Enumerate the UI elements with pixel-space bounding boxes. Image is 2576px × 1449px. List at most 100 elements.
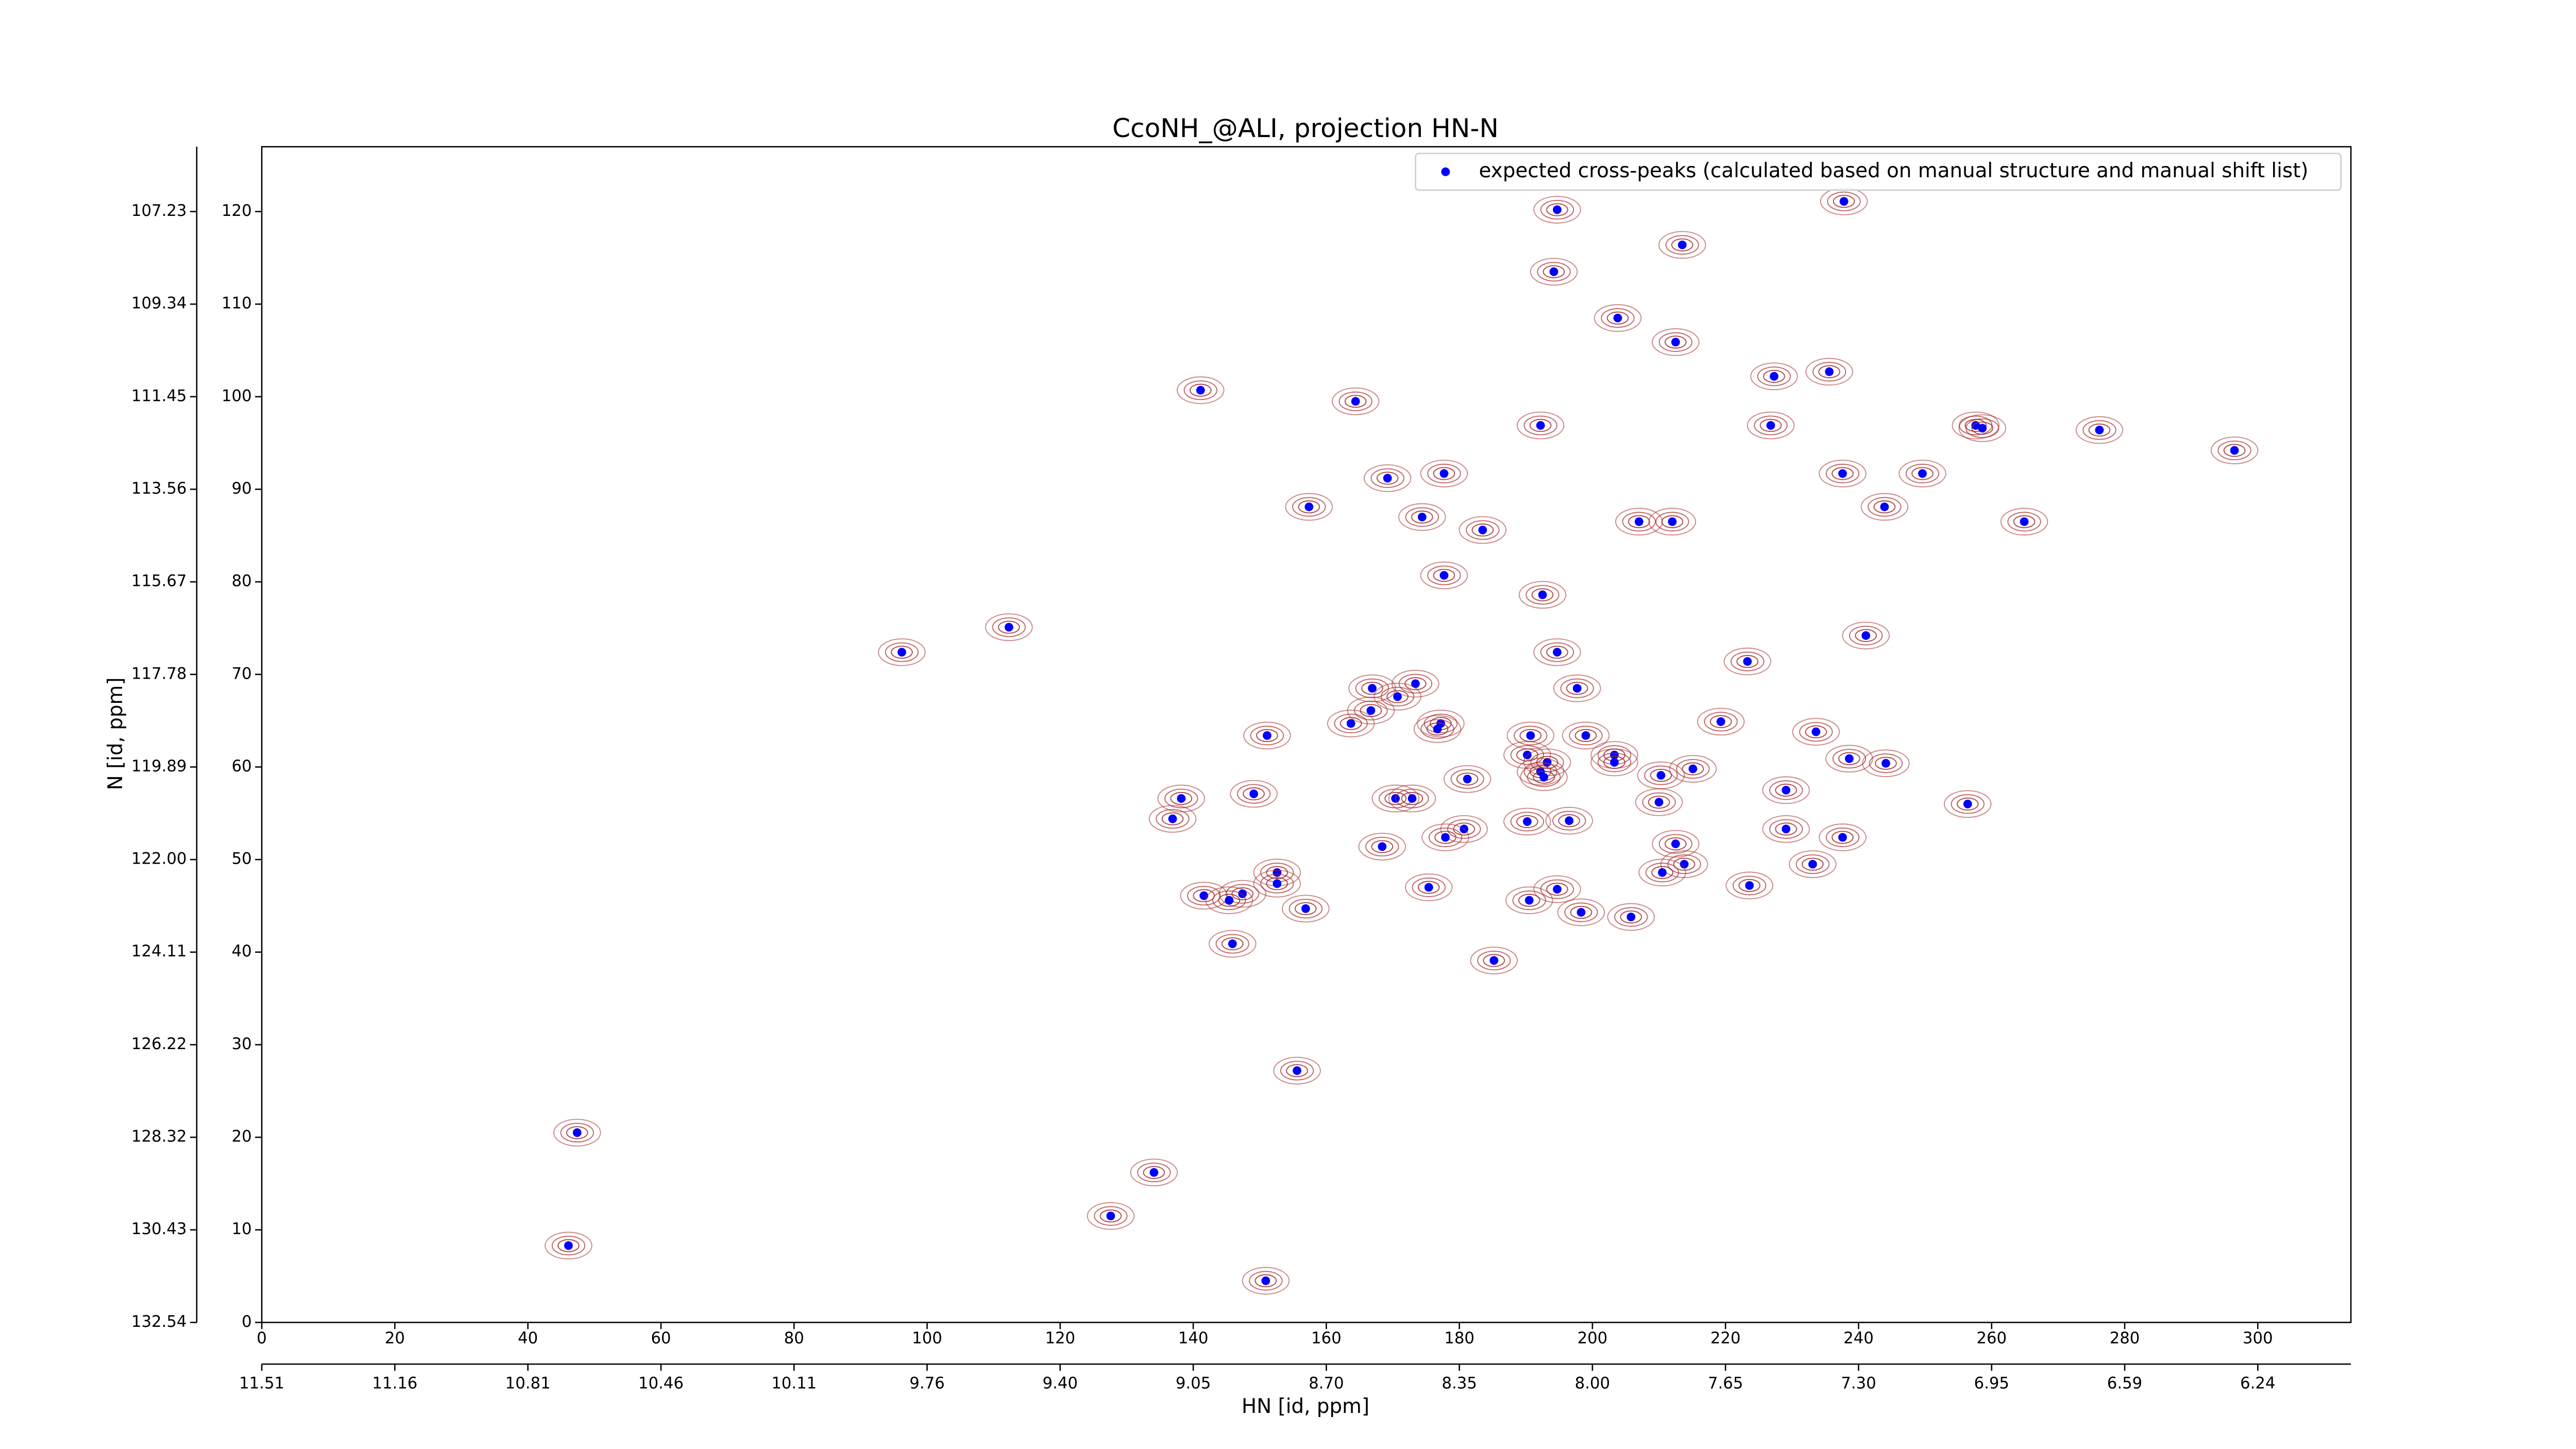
- peak-contour: [1738, 879, 1761, 892]
- peak-contour: [1723, 647, 1772, 676]
- expected-peak: [1745, 881, 1754, 890]
- peak-contour: [1725, 871, 1773, 900]
- peak-contour: [1769, 780, 1803, 800]
- ppm-x-tick-label: 9.76: [909, 1374, 944, 1393]
- peak-contour: [1558, 814, 1581, 828]
- ppm-y-tick-label: 124.11: [131, 942, 187, 961]
- peak-contour: [1958, 414, 2006, 442]
- expected-peak: [1238, 889, 1247, 898]
- expected-peak: [1524, 896, 1534, 905]
- expected-peak: [1918, 469, 1927, 478]
- peak-contour: [1374, 683, 1421, 711]
- peak-contour: [1527, 767, 1561, 787]
- peak-contour: [1401, 791, 1423, 805]
- peak-contour: [1371, 784, 1419, 813]
- peak-contour: [1825, 463, 1860, 484]
- expected-peak: [1408, 794, 1417, 803]
- peak-contour: [1873, 500, 1896, 514]
- peak-contour: [1363, 464, 1412, 492]
- peak-contour: [1421, 823, 1469, 851]
- ppm-y-tick-label: 113.56: [131, 479, 187, 498]
- expected-peak: [1825, 367, 1834, 376]
- peak-contour: [1709, 715, 1732, 729]
- expected-peak: [1346, 719, 1355, 728]
- peak-contour: [551, 1236, 586, 1256]
- peak-contour: [1590, 748, 1638, 777]
- peak-contour: [1956, 797, 1979, 811]
- peak-contour: [1520, 763, 1568, 791]
- expected-peak: [1536, 421, 1545, 430]
- ppm-x-tick-label: 9.05: [1176, 1374, 1211, 1393]
- peak-contour: [1405, 507, 1439, 527]
- peak-contour: [1763, 369, 1785, 383]
- peak-contour: [1652, 830, 1700, 858]
- peak-contour: [1420, 719, 1454, 739]
- ppm-x-tick-label: 7.65: [1708, 1374, 1743, 1393]
- expected-peak: [1439, 469, 1449, 478]
- peak-contour: [1965, 418, 1999, 439]
- expected-peak: [1149, 1168, 1159, 1177]
- peak-contour: [1819, 823, 1867, 851]
- peak-contour: [1242, 1267, 1290, 1295]
- expected-peak: [1383, 474, 1392, 483]
- ppm-x-tick-label: 10.81: [505, 1374, 551, 1393]
- peak-contour: [1574, 729, 1597, 742]
- peak-contour: [1256, 729, 1278, 742]
- expected-peak: [1168, 814, 1177, 823]
- expected-peak: [1368, 684, 1377, 693]
- expected-peak: [1743, 657, 1752, 666]
- peak-contour: [1911, 467, 1934, 480]
- peak-contour: [1221, 937, 1244, 951]
- peak-contour: [560, 1122, 594, 1143]
- peak-contour: [1255, 1274, 1277, 1288]
- peak-contour: [1638, 858, 1686, 887]
- ppm-x-tick-label: 6.59: [2107, 1374, 2142, 1393]
- peak-contour: [1658, 332, 1693, 352]
- peak-contour: [1428, 827, 1463, 848]
- expected-peak: [1262, 731, 1272, 740]
- peak-contour: [1433, 467, 1455, 480]
- expected-peak: [1417, 512, 1427, 521]
- peak-contour: [2210, 436, 2259, 464]
- peak-contour: [1218, 894, 1241, 907]
- peak-contour: [1427, 463, 1461, 484]
- chart-title: CcoNH_@ALI, projection HN-N: [1112, 113, 1499, 143]
- peak-contour: [1529, 418, 1552, 432]
- expected-peak: [1304, 502, 1314, 512]
- peak-contour: [2223, 444, 2246, 457]
- legend-marker: [1441, 167, 1450, 176]
- expected-peak: [1677, 240, 1687, 249]
- expected-peak: [1610, 750, 1619, 760]
- peak-contour: [1440, 815, 1488, 843]
- expected-peak: [572, 1128, 582, 1137]
- expected-peak: [897, 648, 906, 657]
- peak-contour: [1398, 503, 1446, 531]
- peak-contour: [1622, 512, 1656, 532]
- expected-peak: [1249, 789, 1258, 798]
- expected-peak: [1553, 885, 1562, 894]
- peak-contour: [2000, 508, 2048, 536]
- peak-contour: [1285, 493, 1333, 521]
- peak-contour: [1570, 905, 1592, 919]
- expected-peak: [1004, 622, 1013, 632]
- peak-contour: [1266, 877, 1289, 890]
- peak-contour: [1736, 655, 1759, 668]
- ppm-y-tick-label: 107.23: [131, 201, 187, 220]
- peak-contour: [1812, 362, 1846, 382]
- peak-contour: [1395, 788, 1429, 808]
- peak-contour: [1388, 784, 1436, 813]
- peak-contour: [1792, 718, 1840, 746]
- expected-peak: [1978, 424, 1987, 433]
- expected-peak: [1489, 956, 1499, 965]
- peak-contour: [1825, 827, 1860, 848]
- y-tick-label: 50: [232, 850, 252, 868]
- peak-contour: [1443, 765, 1492, 793]
- peak-contour: [1799, 722, 1833, 742]
- peak-contour: [1952, 411, 2000, 440]
- peak-contour: [1420, 460, 1468, 487]
- ppm-x-tick-label: 8.70: [1309, 1374, 1344, 1393]
- peak-contour: [1789, 850, 1837, 878]
- peak-contour: [1176, 376, 1225, 405]
- peak-contour: [1344, 395, 1367, 408]
- x-tick-label: 0: [257, 1329, 267, 1347]
